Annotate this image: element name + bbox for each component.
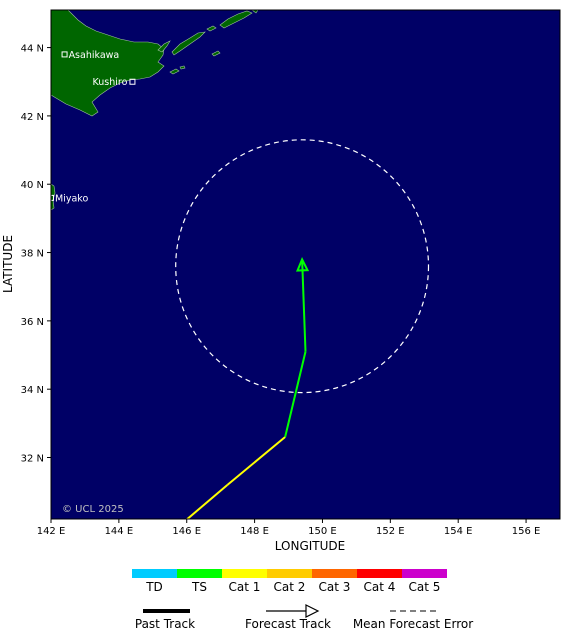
category-swatch (312, 569, 357, 578)
category-label: Cat 3 (319, 580, 351, 594)
lon-tick-label: 144 E (105, 526, 134, 537)
forecast-track-segment (185, 484, 229, 519)
y-axis-label: LATITUDE (1, 235, 15, 293)
lon-tick-label: 146 E (172, 526, 201, 537)
copyright-text: © UCL 2025 (62, 504, 124, 515)
hokkaido-landmass (51, 10, 165, 117)
forecast-arrow-head (295, 256, 310, 272)
small-island (169, 68, 180, 75)
lon-tick-label: 150 E (308, 526, 337, 537)
track-style-legend: Past Track Forecast Track Mean Forecast … (135, 604, 473, 631)
iturup-island (171, 31, 206, 56)
forecast-track-segment (301, 259, 307, 352)
forecast-track-segment (284, 351, 307, 438)
city-label: Kushiro (93, 77, 128, 88)
category-swatch (222, 569, 267, 578)
error-legend-label: Mean Forecast Error (353, 617, 473, 631)
category-label: Cat 2 (274, 580, 306, 594)
plot-frame (50, 9, 561, 520)
city-label: Asahikawa (69, 50, 120, 61)
kunashir-island (157, 40, 171, 53)
lon-tick-label: 154 E (444, 526, 473, 537)
category-label: Cat 4 (364, 580, 396, 594)
category-swatch (267, 569, 312, 578)
category-label: TD (145, 580, 163, 594)
city-markers: Asahikawa Kushiro Miyako (48, 50, 136, 204)
past-track-legend-label: Past Track (135, 617, 195, 631)
forecast-track-segment (226, 436, 286, 486)
mean-forecast-error-circle (175, 139, 430, 394)
category-label: Cat 1 (229, 580, 261, 594)
category-label: Cat 5 (409, 580, 441, 594)
land-layer (51, 10, 259, 211)
lat-tick-label: 36 N (21, 317, 44, 328)
small-island (211, 50, 221, 57)
lat-tick-label: 34 N (21, 385, 44, 396)
city-label: Miyako (55, 193, 88, 204)
urup-island (219, 10, 253, 29)
lat-tick-label: 38 N (21, 249, 44, 260)
lon-tick-label: 156 E (512, 526, 541, 537)
forecast-track (185, 256, 310, 519)
city-marker (61, 51, 68, 58)
category-swatch (357, 569, 402, 578)
small-island (179, 65, 186, 70)
x-axis-label: LONGITUDE (275, 539, 345, 553)
lat-tick-label: 40 N (21, 180, 44, 191)
category-legend: TD TS Cat 1 Cat 2 Cat 3 Cat 4 Cat 5 (132, 569, 447, 594)
forecast-track-legend-label: Forecast Track (245, 617, 331, 631)
small-island (206, 25, 217, 32)
latitude-ticks: 44 N 42 N 40 N 38 N 36 N 34 N 32 N (21, 44, 51, 465)
lat-tick-label: 42 N (21, 112, 44, 123)
category-swatch (177, 569, 222, 578)
lon-tick-label: 152 E (376, 526, 405, 537)
category-swatch (402, 569, 447, 578)
lat-tick-label: 44 N (21, 44, 44, 55)
lat-tick-label: 32 N (21, 454, 44, 465)
category-swatch (132, 569, 177, 578)
small-island (251, 10, 259, 14)
lon-tick-label: 148 E (240, 526, 269, 537)
city-marker (129, 78, 136, 85)
category-label: TS (191, 580, 207, 594)
lon-tick-label: 142 E (37, 526, 66, 537)
forecast-arrow-icon (305, 604, 320, 618)
longitude-ticks: 142 E 144 E 146 E 148 E 150 E 152 E 154 E 156 E (37, 519, 541, 537)
